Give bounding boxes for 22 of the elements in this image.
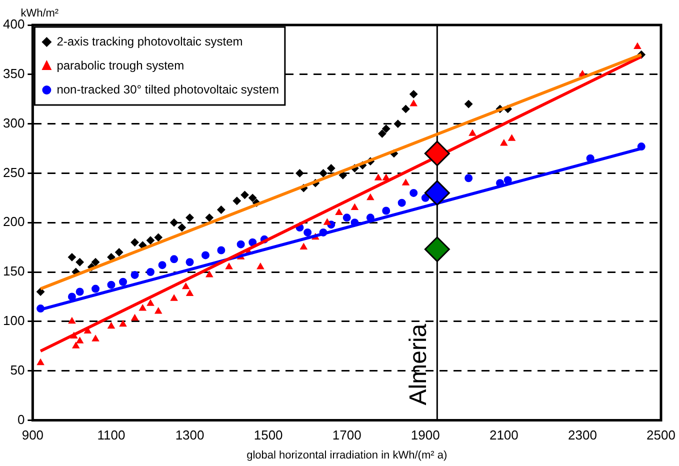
x-tick-label: 2500 xyxy=(646,428,676,443)
y-tick-label: 250 xyxy=(2,164,25,180)
x-tick-label: 2100 xyxy=(489,428,518,443)
y-tick-label: 300 xyxy=(2,115,25,130)
y-tick-label: 150 xyxy=(2,264,25,279)
legend-label: non-tracked 30° tilted photovoltaic system xyxy=(56,82,279,96)
y-tick-label: 200 xyxy=(2,214,25,230)
x-tick-label: 1300 xyxy=(175,428,204,443)
y-tick-label: 350 xyxy=(2,66,25,81)
ref-line-label: Almeria xyxy=(404,323,432,406)
x-tick-label: 1700 xyxy=(332,428,362,443)
y-tick-label: 100 xyxy=(2,312,25,328)
x-tick-label: 1500 xyxy=(254,428,283,443)
x-tick-label: 1900 xyxy=(410,428,440,443)
x-tick-label: 2300 xyxy=(568,428,597,443)
x-tick-label: 900 xyxy=(22,428,44,443)
legend-label: 2-axis tracking photovoltaic system xyxy=(56,34,243,48)
x-tick-label: 1100 xyxy=(97,428,126,443)
y-tick-label: 0 xyxy=(17,412,25,427)
legend-label: parabolic trough system xyxy=(56,58,184,72)
x-axis-title: global horizontal irradiation in kWh/(m² a) xyxy=(246,449,448,462)
y-tick-label: 50 xyxy=(10,362,25,378)
